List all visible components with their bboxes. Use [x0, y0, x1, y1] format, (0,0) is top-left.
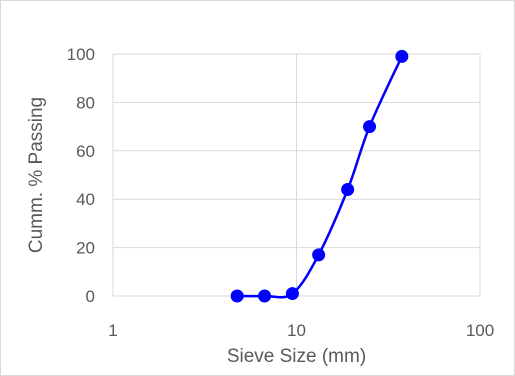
x-tick-label: 100	[466, 321, 494, 340]
data-point	[230, 289, 244, 303]
x-tick-label: 10	[287, 321, 306, 340]
series-line-and-points	[230, 49, 409, 303]
y-tick-label: 0	[86, 287, 95, 306]
data-point	[395, 49, 409, 63]
x-tick-labels: 1 10 100	[108, 321, 494, 340]
y-tick-label: 40	[76, 190, 95, 209]
x-axis-title: Sieve Size (mm)	[227, 346, 366, 367]
y-tick-labels: 0 20 40 60 80 100	[67, 45, 95, 306]
x-tick-label: 1	[108, 321, 117, 340]
y-tick-label: 100	[67, 45, 95, 64]
data-point	[341, 183, 355, 197]
y-tick-label: 80	[76, 93, 95, 112]
data-point	[312, 248, 326, 262]
data-point	[258, 289, 272, 303]
data-point	[285, 287, 299, 301]
y-axis-title: Cumm. % Passing	[26, 97, 47, 253]
data-point	[363, 120, 377, 134]
y-tick-label: 20	[76, 239, 95, 258]
y-tick-label: 60	[76, 142, 95, 161]
gridlines	[113, 53, 481, 296]
